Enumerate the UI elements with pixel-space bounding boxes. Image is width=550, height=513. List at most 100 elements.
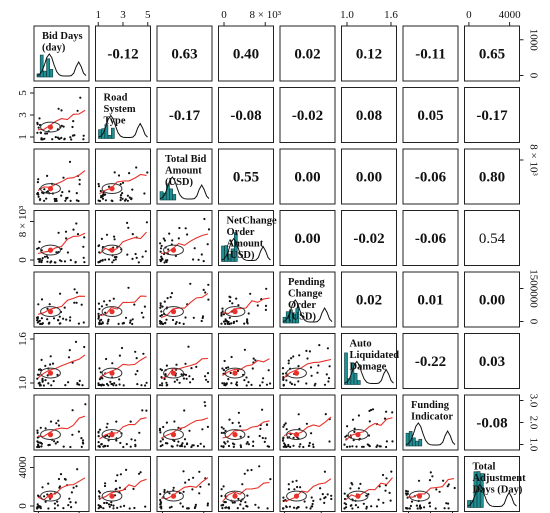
variable-label-line: Order	[227, 227, 255, 238]
centroid-dot	[47, 186, 54, 192]
panel-r0-c4: 0.02	[279, 25, 336, 82]
data-point	[226, 321, 229, 324]
data-point	[69, 316, 72, 319]
data-point	[77, 322, 80, 325]
data-point	[222, 503, 225, 506]
data-point	[297, 380, 300, 383]
tick-label: 0	[528, 73, 540, 79]
data-point	[290, 357, 293, 360]
tick-label: 4000	[17, 456, 29, 479]
variable-label-line: (day)	[42, 43, 66, 54]
data-point	[285, 506, 288, 509]
data-point	[119, 196, 122, 199]
data-point	[52, 317, 56, 320]
data-point	[58, 315, 61, 318]
data-point	[145, 381, 148, 384]
data-point	[252, 444, 255, 448]
panel-r5-c4	[279, 333, 336, 389]
data-point	[98, 321, 101, 324]
data-point	[159, 498, 162, 502]
data-point	[262, 377, 265, 380]
data-point	[115, 487, 118, 490]
data-point	[247, 312, 250, 315]
data-point	[293, 383, 296, 386]
data-point	[305, 506, 308, 509]
data-point	[62, 445, 65, 448]
data-point	[228, 322, 231, 326]
data-point	[289, 445, 292, 449]
data-point	[221, 307, 224, 310]
data-point	[129, 445, 132, 448]
scatter-points	[158, 282, 210, 326]
data-point	[266, 507, 269, 510]
data-point	[50, 384, 53, 387]
correlation-value: 0.05	[417, 108, 443, 124]
data-point	[222, 369, 226, 372]
correlation-value: -0.11	[415, 47, 445, 63]
loess-line	[160, 357, 209, 380]
data-point	[325, 373, 328, 376]
data-point	[227, 444, 231, 448]
loess-line	[222, 481, 270, 503]
data-point	[83, 261, 86, 264]
data-point	[118, 378, 121, 381]
correlation-value: 0.00	[479, 293, 505, 309]
data-point	[261, 436, 264, 440]
loess-line	[99, 173, 147, 195]
histogram-bar	[111, 127, 115, 139]
data-point	[175, 321, 178, 324]
data-point	[447, 502, 450, 505]
data-point	[163, 239, 166, 242]
data-point	[69, 501, 72, 504]
data-point	[187, 345, 190, 348]
panel-border	[341, 148, 397, 205]
data-point	[141, 255, 144, 258]
data-point	[228, 418, 231, 421]
data-point	[239, 445, 243, 449]
density-curve	[98, 114, 148, 138]
data-point	[244, 501, 247, 504]
tick-label: 0	[528, 319, 540, 325]
data-point	[254, 359, 257, 362]
data-point	[112, 504, 115, 507]
data-point	[57, 419, 60, 422]
data-point	[171, 445, 174, 448]
panel-border	[402, 87, 459, 143]
data-point	[115, 384, 118, 387]
data-point	[40, 445, 43, 448]
data-point	[178, 321, 181, 325]
data-point	[39, 384, 42, 387]
loess-line	[37, 295, 86, 315]
data-point	[81, 439, 85, 442]
data-point	[36, 431, 39, 434]
data-point	[165, 381, 168, 384]
data-point	[282, 496, 285, 499]
data-point	[117, 174, 121, 177]
data-point	[49, 363, 52, 366]
data-point	[307, 444, 310, 447]
data-point	[47, 382, 50, 385]
data-point	[160, 314, 163, 317]
data-point	[201, 428, 204, 431]
data-point	[106, 322, 109, 325]
data-point	[119, 199, 122, 202]
data-point	[200, 253, 203, 256]
data-point	[445, 502, 448, 505]
data-point	[292, 506, 296, 509]
histogram-bar	[46, 58, 50, 78]
correlation-ellipse	[40, 244, 61, 256]
data-point	[409, 504, 412, 508]
data-point	[242, 507, 245, 510]
data-point	[189, 282, 192, 285]
panel-border	[464, 87, 520, 143]
data-point	[293, 488, 296, 491]
data-point	[36, 321, 39, 324]
data-point	[179, 502, 182, 505]
data-point	[191, 444, 194, 447]
histogram-bar	[415, 440, 419, 447]
data-point	[357, 506, 360, 509]
centroid-dot	[47, 124, 54, 130]
panel-border	[402, 210, 459, 266]
correlation-ellipse	[101, 183, 123, 195]
